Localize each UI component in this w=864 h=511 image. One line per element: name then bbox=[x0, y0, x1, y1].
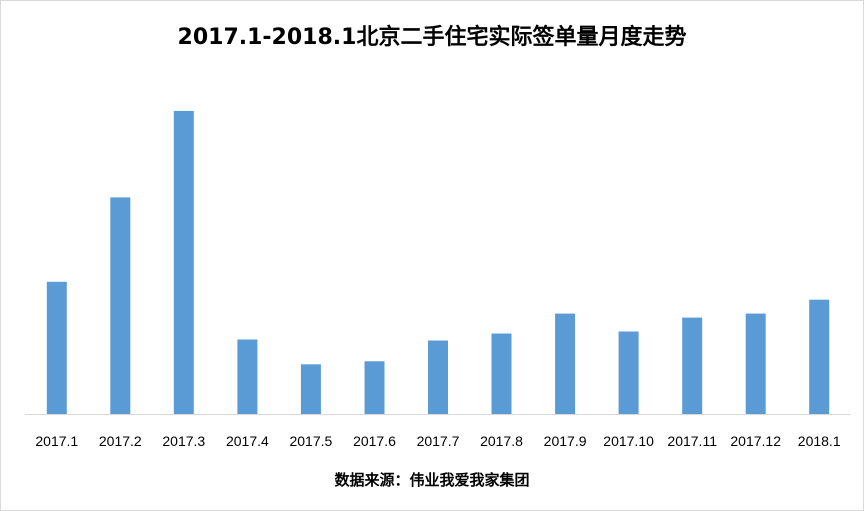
bar-2017.9 bbox=[555, 313, 576, 414]
source-note: 数据来源：伟业我爱我家集团 bbox=[334, 471, 530, 489]
x-tick-label: 2017.4 bbox=[226, 433, 269, 449]
x-tick-label: 2017.9 bbox=[544, 433, 587, 449]
bar-2017.11 bbox=[682, 317, 703, 414]
bar-2017.4 bbox=[237, 339, 258, 414]
x-tick-label: 2017.12 bbox=[730, 433, 781, 449]
bar-2017.1 bbox=[46, 281, 67, 414]
bar-2017.12 bbox=[745, 313, 766, 414]
x-tick-label: 2017.8 bbox=[480, 433, 523, 449]
x-tick-label: 2017.1 bbox=[35, 433, 78, 449]
bar-2017.6 bbox=[364, 361, 385, 414]
x-tick-label: 2017.11 bbox=[667, 433, 717, 449]
bar-2017.8 bbox=[491, 333, 512, 414]
bar-2018.1 bbox=[809, 299, 830, 414]
x-tick-label: 2017.7 bbox=[417, 433, 460, 449]
bar-2017.10 bbox=[618, 331, 639, 414]
x-tick-label: 2017.2 bbox=[99, 433, 142, 449]
x-tick-label: 2017.3 bbox=[162, 433, 205, 449]
x-tick-label: 2018.1 bbox=[798, 433, 841, 449]
bar-2017.3 bbox=[173, 110, 194, 415]
chart-title: 2017.1-2018.1北京二手住宅实际签单量月度走势 bbox=[177, 25, 687, 50]
x-tick-label: 2017.5 bbox=[289, 433, 332, 449]
x-tick-label: 2017.6 bbox=[353, 433, 396, 449]
bar-2017.7 bbox=[428, 340, 448, 414]
bar-2017.5 bbox=[300, 364, 321, 414]
x-tick-label: 2017.10 bbox=[603, 433, 654, 449]
bar-2017.2 bbox=[110, 197, 131, 414]
